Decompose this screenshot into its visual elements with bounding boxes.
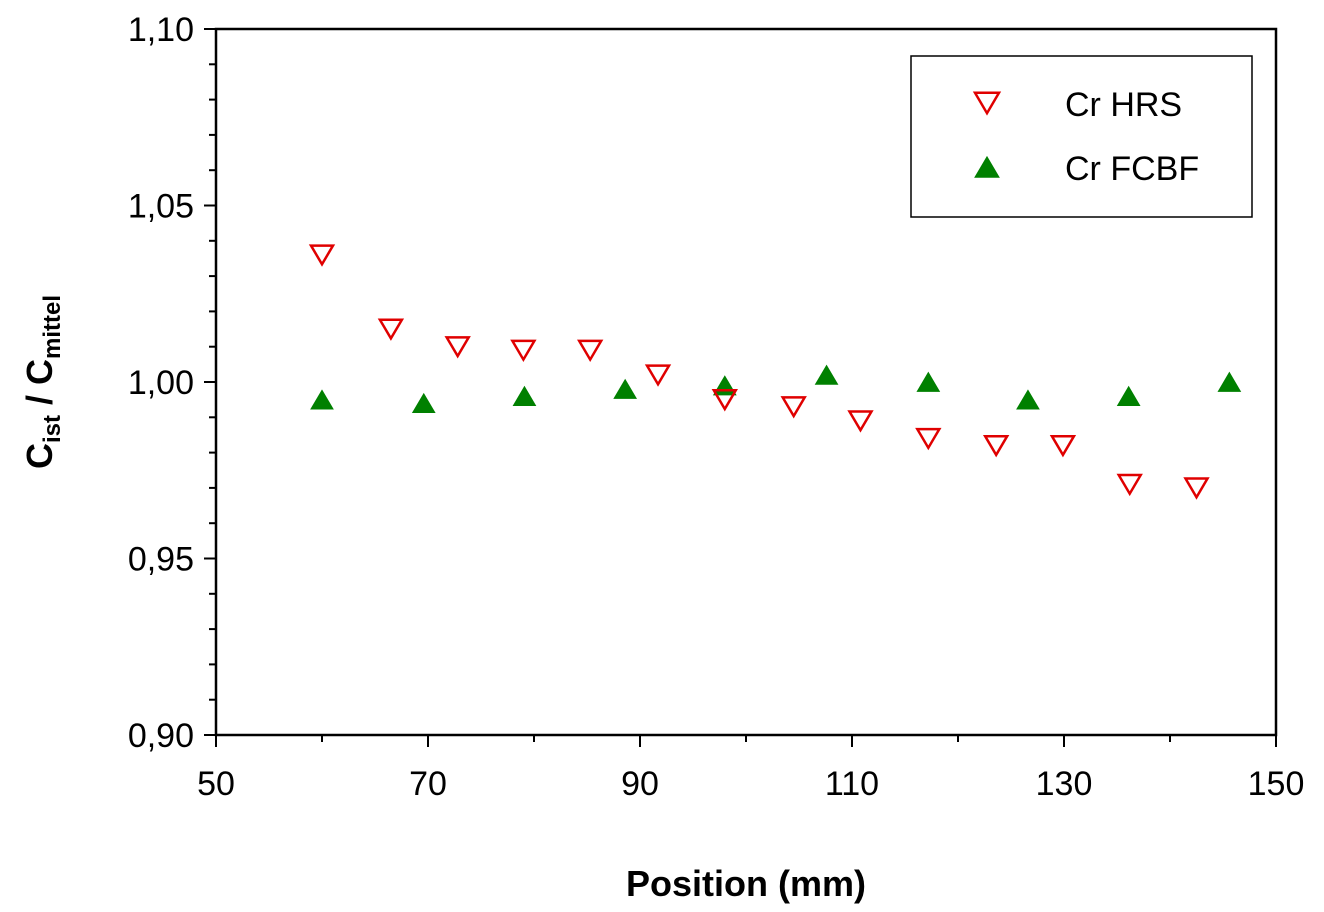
x-tick-labels: 50 70 90 110 130 150 [197, 765, 1304, 803]
x-tick-label: 150 [1248, 765, 1305, 803]
data-point-series-1 [1049, 434, 1077, 458]
data-point-series-1 [847, 410, 874, 433]
legend-label-series-2: Cr FCBF [1065, 150, 1199, 188]
data-point-series-2 [916, 371, 941, 392]
data-point-series-1 [1116, 473, 1143, 497]
x-axis-title: Position (mm) [626, 863, 866, 904]
data-point-series-1 [982, 434, 1010, 458]
y-tick-label: 0,90 [128, 717, 194, 755]
y-axis-title: Cist / Cmittel [19, 295, 66, 469]
y-tick-label: 0,95 [128, 541, 194, 579]
legend-marker-series-2 [974, 155, 1000, 178]
data-point-series-1 [377, 318, 405, 341]
data-point-series-2 [613, 378, 638, 399]
data-point-series-2 [712, 375, 737, 396]
data-point-series-1 [308, 244, 336, 267]
x-axis [215, 735, 1277, 747]
y-title-sub1: ist [39, 415, 66, 443]
legend: Cr HRS Cr FCBF [910, 55, 1253, 218]
data-point-series-1 [576, 339, 604, 363]
data-point-series-1 [780, 396, 807, 419]
data-point-series-1 [444, 336, 471, 359]
data-point-series-2 [310, 389, 334, 410]
data-point-series-2 [1217, 371, 1242, 392]
data-point-series-2 [1116, 385, 1141, 406]
data-point-series-2 [814, 364, 839, 385]
legend-markers [972, 91, 1002, 178]
data-point-series-2 [1016, 389, 1040, 410]
y-tick-label: 1,10 [128, 11, 194, 49]
y-tick-label: 1,05 [128, 188, 194, 226]
y-title-mid: / C [19, 359, 60, 415]
x-tick-label: 70 [409, 765, 447, 803]
x-tick-label: 50 [197, 765, 235, 803]
legend-label-series-1: Cr HRS [1065, 86, 1182, 124]
y-tick-labels: 0,90 0,95 1,00 1,05 1,10 [128, 11, 194, 755]
data-point-series-1 [915, 427, 942, 451]
data-point-series-2 [411, 392, 436, 414]
data-point-series-1 [711, 389, 738, 412]
data-point-series-2 [512, 385, 537, 406]
legend-box [910, 55, 1253, 218]
data-markers [308, 244, 1242, 500]
x-tick-label: 130 [1036, 765, 1093, 803]
legend-marker-series-1 [972, 91, 1002, 116]
y-axis [204, 28, 216, 736]
data-point-series-1 [510, 339, 537, 363]
data-point-series-1 [1183, 477, 1210, 500]
x-tick-label: 90 [621, 765, 659, 803]
y-tick-label: 1,00 [128, 364, 194, 402]
y-title-sub2: mittel [39, 295, 66, 359]
x-tick-label: 110 [825, 765, 879, 803]
y-title-c1: C [19, 443, 60, 469]
data-point-series-1 [644, 364, 672, 387]
